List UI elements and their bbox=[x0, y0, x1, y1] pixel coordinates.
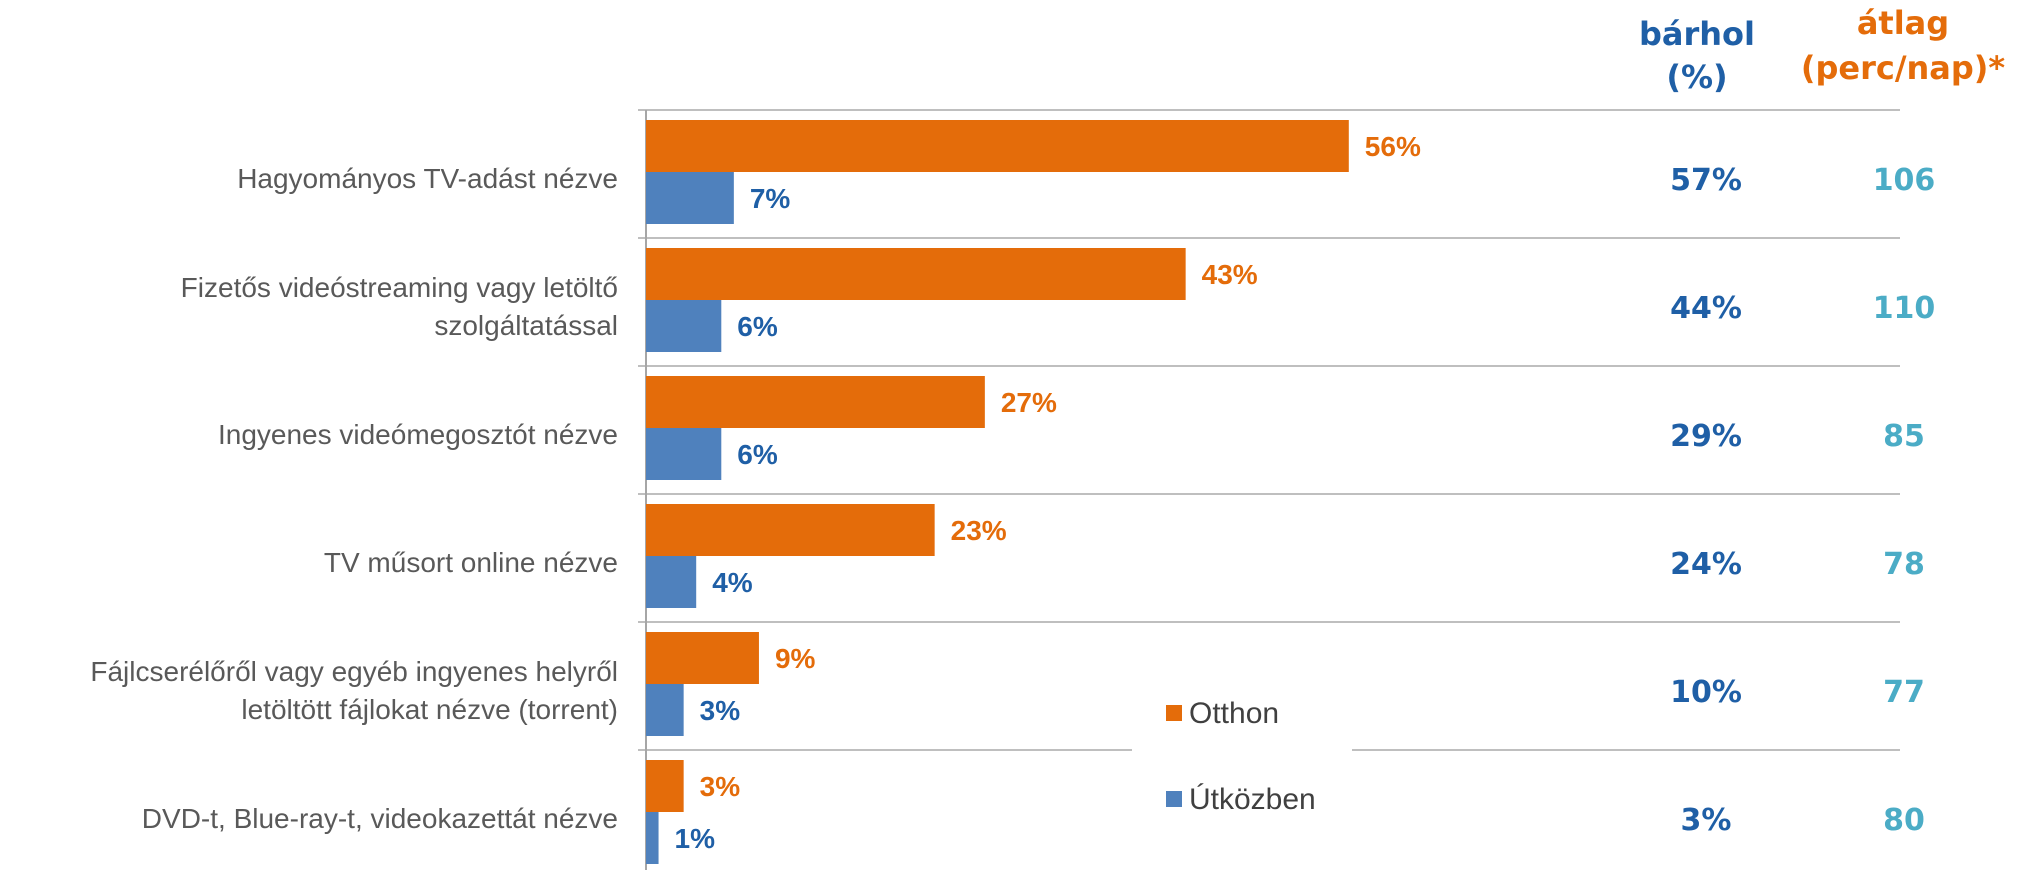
atlag-value: 78 bbox=[1883, 547, 1925, 582]
data-label-utkozben: 6% bbox=[737, 311, 778, 342]
atlag-value: 110 bbox=[1873, 291, 1936, 326]
category-label: letöltött fájlokat nézve (torrent) bbox=[241, 694, 618, 725]
bar-otthon bbox=[646, 504, 935, 556]
data-label-otthon: 43% bbox=[1202, 259, 1258, 290]
legend-label-utkozben: Útközben bbox=[1189, 783, 1316, 816]
atlag-value: 85 bbox=[1883, 419, 1925, 454]
category-label: Fizetős videóstreaming vagy letöltő bbox=[181, 272, 618, 303]
barhol-value: 57% bbox=[1670, 163, 1742, 198]
side-columns: bárhol (%) átlag (perc/nap)* 57% 106 44% 11… bbox=[1639, 4, 2005, 838]
atlag-header-line1: átlag bbox=[1857, 4, 1949, 42]
bars bbox=[646, 120, 1349, 864]
bar-utkozben bbox=[646, 556, 697, 608]
data-label-otthon: 3% bbox=[700, 771, 741, 802]
atlag-value: 106 bbox=[1873, 163, 1936, 198]
data-label-otthon: 56% bbox=[1365, 131, 1421, 162]
legend: Otthon Útközben bbox=[1132, 682, 1352, 832]
bar-otthon bbox=[646, 248, 1186, 300]
bar-otthon bbox=[646, 760, 684, 812]
category-label: szolgáltatással bbox=[434, 310, 618, 341]
bar-utkozben bbox=[646, 684, 684, 736]
category-label: Hagyományos TV-adást nézve bbox=[237, 163, 618, 194]
data-label-otthon: 23% bbox=[951, 515, 1007, 546]
barhol-value: 24% bbox=[1670, 547, 1742, 582]
barhol-value: 3% bbox=[1681, 803, 1732, 838]
data-label-utkozben: 4% bbox=[712, 567, 753, 598]
bar-otthon bbox=[646, 120, 1349, 172]
bar-utkozben bbox=[646, 812, 659, 864]
atlag-value: 77 bbox=[1883, 675, 1925, 710]
legend-swatch-otthon bbox=[1166, 705, 1182, 721]
legend-swatch-utkozben bbox=[1166, 791, 1182, 807]
category-label: DVD-t, Blue-ray-t, videokazettát nézve bbox=[142, 803, 618, 834]
bar-utkozben bbox=[646, 428, 722, 480]
data-label-utkozben: 7% bbox=[750, 183, 791, 214]
atlag-header-line2: (perc/nap)* bbox=[1801, 49, 2006, 87]
atlag-value: 80 bbox=[1883, 803, 1925, 838]
barhol-value: 44% bbox=[1670, 291, 1742, 326]
bar-utkozben bbox=[646, 300, 722, 352]
data-label-utkozben: 3% bbox=[700, 695, 741, 726]
data-label-otthon: 27% bbox=[1001, 387, 1057, 418]
bar-utkozben bbox=[646, 172, 734, 224]
barhol-header-line2: (%) bbox=[1666, 58, 1727, 96]
bar-otthon bbox=[646, 376, 985, 428]
category-labels: 56% 7% Hagyományos TV-adást nézve 43% 6% Fize… bbox=[90, 131, 1421, 854]
data-label-utkozben: 1% bbox=[675, 823, 716, 854]
category-label: TV műsort online nézve bbox=[324, 547, 618, 578]
category-label: Ingyenes videómegosztót nézve bbox=[218, 419, 618, 450]
barhol-value: 29% bbox=[1670, 419, 1742, 454]
legend-label-otthon: Otthon bbox=[1189, 697, 1279, 730]
barhol-value: 10% bbox=[1670, 675, 1742, 710]
bar-otthon bbox=[646, 632, 759, 684]
barhol-header-line1: bárhol bbox=[1639, 15, 1755, 53]
grid-lines bbox=[638, 109, 1900, 751]
data-label-utkozben: 6% bbox=[737, 439, 778, 470]
category-label: Fájlcserélőről vagy egyéb ingyenes helyr… bbox=[90, 656, 618, 687]
data-label-otthon: 9% bbox=[775, 643, 816, 674]
